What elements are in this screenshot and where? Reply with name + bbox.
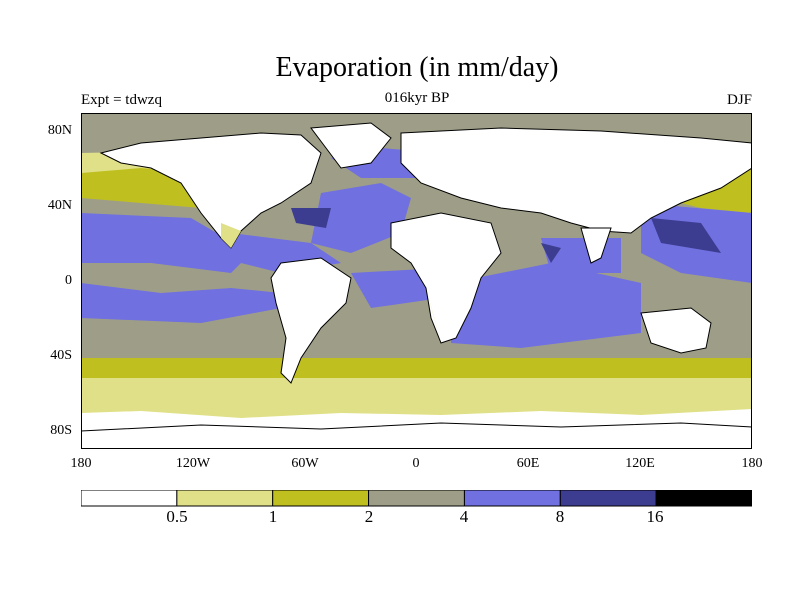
north-atlantic-blue xyxy=(311,183,411,253)
lon-tick-180w: 180 xyxy=(70,456,92,471)
kuroshio-dark xyxy=(651,218,721,253)
colorbar-swatch xyxy=(655,490,752,507)
gulf-stream-dark xyxy=(291,208,331,228)
colorbar-swatch xyxy=(368,490,465,507)
colorbar-swatch xyxy=(463,490,561,507)
colorbar-label-16: 16 xyxy=(646,507,664,526)
south-atlantic-blue xyxy=(351,268,441,308)
experiment-label: Expt = tdwzq xyxy=(81,92,162,108)
india xyxy=(580,227,612,264)
indian-ocean-blue xyxy=(451,263,641,348)
chart-title: Evaporation (in mm/day) xyxy=(275,52,559,83)
lon-tick-60e: 60E xyxy=(516,456,540,471)
north-pacific-blue xyxy=(81,213,251,273)
lat-tick-80s: 80S xyxy=(50,423,72,438)
map-panel xyxy=(81,113,752,449)
colorbar-label-4: 4 xyxy=(459,507,469,526)
lon-tick-60w: 60W xyxy=(291,456,319,471)
lat-tick-80n: 80N xyxy=(47,123,72,138)
lat-tick-0: 0 xyxy=(65,273,72,288)
lon-tick-180e: 180 xyxy=(741,456,763,471)
colorbar-label-1: 1 xyxy=(268,507,278,526)
africa xyxy=(390,212,502,344)
colorbar-swatch xyxy=(272,490,370,507)
australia xyxy=(640,307,712,354)
colorbar-label-2: 2 xyxy=(364,507,374,526)
south-america xyxy=(270,257,352,384)
colorbar-label-0-5: 0.5 xyxy=(166,507,188,526)
north-america xyxy=(99,132,322,249)
map-border xyxy=(81,113,752,449)
lon-tick-0: 0 xyxy=(412,456,420,471)
lon-tick-120e: 120E xyxy=(625,456,655,471)
colorbar-swatch xyxy=(176,490,274,507)
greenland xyxy=(310,122,392,169)
southern-olive-band xyxy=(81,358,752,378)
african-coastal-rim xyxy=(426,288,441,343)
colorbar xyxy=(81,490,752,507)
eurasia xyxy=(400,127,752,234)
colorbar-swatch xyxy=(81,490,178,507)
lat-tick-40n: 40N xyxy=(47,198,72,213)
colorbar-label-8: 8 xyxy=(555,507,565,526)
lat-tick-40s: 40S xyxy=(50,348,72,363)
south-pacific-blue xyxy=(81,283,281,323)
season-label: DJF xyxy=(726,92,752,108)
antarctica xyxy=(81,422,752,449)
lon-tick-120w: 120W xyxy=(175,456,211,471)
map-canvas xyxy=(81,113,752,449)
colorbar-swatch xyxy=(559,490,657,507)
coastal-rim xyxy=(221,223,241,248)
arabian-sea-dark xyxy=(541,243,561,263)
land-masses xyxy=(81,122,752,449)
chart-subtitle: 016kyr BP xyxy=(384,90,450,106)
